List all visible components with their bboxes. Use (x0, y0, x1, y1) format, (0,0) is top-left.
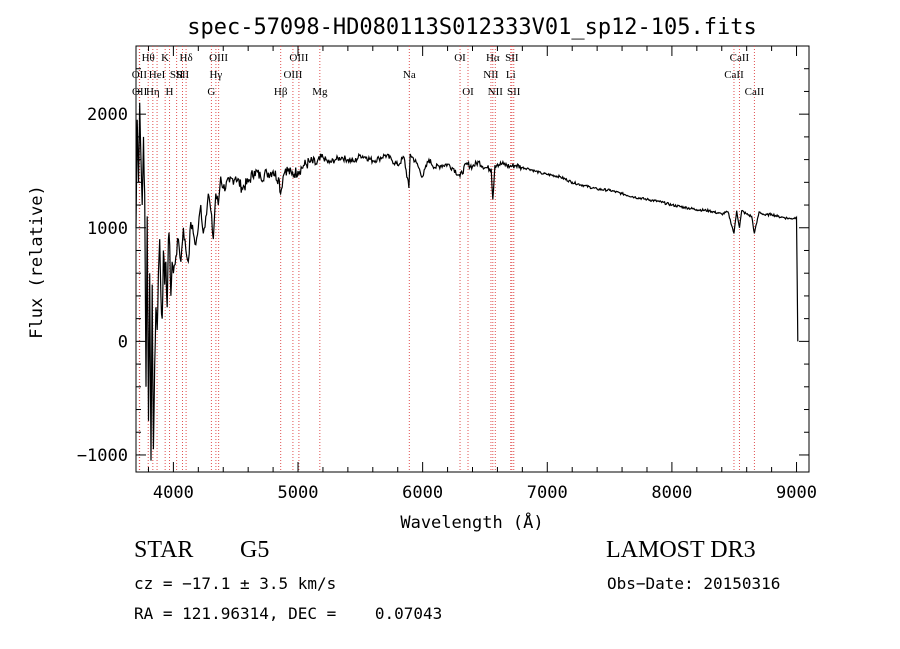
spectral-line-labels: OIIOIIHθHηHeIKHSIISIIHδGHγOIIIHβOIIIOIII… (132, 52, 765, 98)
x-tick-label-7000: 7000 (527, 483, 568, 503)
line-label-15: OIII (289, 52, 308, 64)
x-tick-label-6000: 6000 (402, 483, 443, 503)
line-label-10: G (207, 86, 215, 98)
x-tick-label-9000: 9000 (776, 483, 817, 503)
x-tick-label-5000: 5000 (278, 483, 319, 503)
line-label-16: Mg (312, 86, 328, 98)
line-label-3: Hη (146, 86, 160, 98)
flux-series-line (135, 102, 799, 461)
object-subclass: G5 (240, 537, 270, 563)
line-label-1: OII (132, 86, 148, 98)
y-axis-ticks: −1000 0 1000 2000 (77, 68, 809, 466)
line-label-20: NII (483, 69, 499, 81)
object-class: STAR (134, 537, 194, 563)
line-label-28: CaII (745, 86, 765, 98)
line-label-2: Hθ (142, 52, 155, 64)
line-label-21: Hα (486, 52, 500, 64)
line-label-4: HeI (149, 69, 166, 81)
line-label-18: OI (454, 52, 466, 64)
x-tick-label-8000: 8000 (651, 483, 692, 503)
line-label-8: SII (176, 69, 190, 81)
plot-frame (135, 45, 810, 473)
ra-dec-coordinates: RA = 121.96314, DEC = 0.07043 (134, 604, 443, 623)
line-label-9: Hδ (180, 52, 193, 64)
line-label-25: SII (507, 86, 521, 98)
line-label-26: CaII (724, 69, 744, 81)
line-label-19: OI (462, 86, 474, 98)
line-label-22: NII (488, 86, 504, 98)
line-label-7: SII (170, 69, 184, 81)
y-tick-label-1000: 1000 (87, 219, 128, 239)
line-label-11: Hγ (209, 69, 222, 81)
line-label-13: Hβ (274, 86, 288, 98)
line-label-14: OIII (283, 69, 302, 81)
redshift-velocity: cz = −17.1 ± 3.5 km/s (134, 574, 337, 593)
y-tick-label-2000: 2000 (87, 105, 128, 125)
y-axis-label: Flux (relative) (27, 185, 47, 339)
x-axis-label: Wavelength (Å) (400, 511, 543, 533)
line-label-0: OII (132, 69, 148, 81)
line-label-27: CaII (730, 52, 750, 64)
observation-date: Obs−Date: 20150316 (607, 574, 781, 593)
line-label-5: K (161, 52, 169, 64)
x-axis-ticks: 4000 5000 6000 7000 8000 9000 (147, 46, 817, 503)
line-label-24: SII (505, 52, 519, 64)
line-label-6: H (166, 86, 174, 98)
survey-name: LAMOST DR3 (606, 537, 756, 563)
line-label-12: OIII (209, 52, 228, 64)
line-label-17: Na (403, 69, 416, 81)
y-tick-label-0: 0 (118, 332, 128, 352)
y-tick-label--1000: −1000 (77, 446, 128, 466)
spectral-line-markers (138, 46, 755, 472)
chart-title: spec-57098-HD080113S012333V01_sp12-105.f… (187, 15, 757, 40)
line-label-23: Li (506, 69, 516, 81)
x-tick-label-4000: 4000 (153, 483, 194, 503)
